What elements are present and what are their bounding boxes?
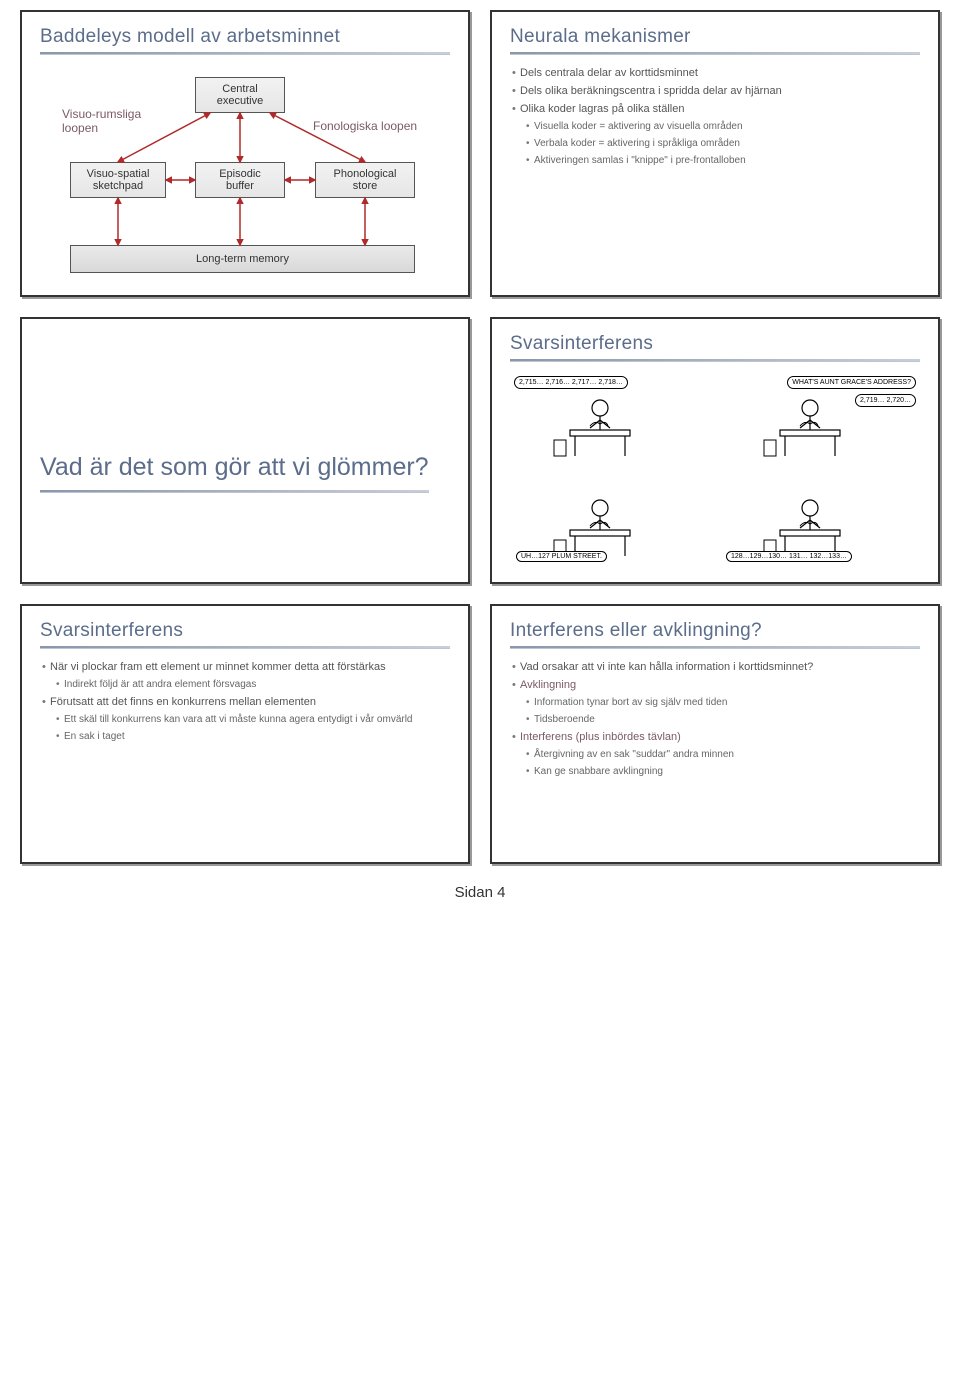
desk-figure-icon	[550, 490, 650, 560]
bullet-item: Aktiveringen samlas i "knippe" i pre-fro…	[526, 155, 920, 166]
bullet-item: Återgivning av en sak "suddar" andra min…	[526, 749, 920, 760]
cartoon-grid: 2,715… 2,716… 2,717… 2,718… WHAT'S AUNT …	[510, 374, 920, 564]
slide-neurala: Neurala mekanismer Dels centrala delar a…	[490, 10, 940, 297]
bullet-item: Dels centrala delar av korttidsminnet	[512, 67, 920, 79]
bullet-item: Information tynar bort av sig själv med …	[526, 697, 920, 708]
title-underline	[40, 646, 450, 649]
slide-title: Baddeleys modell av arbetsminnet	[40, 26, 450, 48]
bullet-list: Vad orsakar att vi inte kan hålla inform…	[512, 661, 920, 777]
baddeley-diagram: Visuo-rumsliga loopen Fonologiska loopen…	[40, 67, 450, 277]
bullet-item: Visuella koder = aktivering av visuella …	[526, 121, 920, 132]
panel-caption: 128…129…130… 131… 132…133…	[726, 551, 852, 562]
title-underline	[510, 646, 920, 649]
bullet-item: Interferens (plus inbördes tävlan)	[512, 731, 920, 743]
cartoon-panel: WHAT'S AUNT GRACE'S ADDRESS? 2,719… 2,720…	[720, 374, 920, 464]
slide-title: Svarsinterferens	[510, 333, 920, 355]
desk-figure-icon	[550, 390, 650, 460]
cartoon-panel: 128…129…130… 131… 132…133…	[720, 474, 920, 564]
label-phon-loop: Fonologiska loopen	[313, 119, 417, 133]
row-3: Svarsinterferens När vi plockar fram ett…	[20, 604, 940, 864]
panel-caption: UH…127 PLUM STREET.	[516, 551, 607, 562]
slide-svarsinterferens-text: Svarsinterferens När vi plockar fram ett…	[20, 604, 470, 864]
box-sketchpad: Visuo-spatial sketchpad	[70, 162, 166, 198]
slide-interferens: Interferens eller avklingning? Vad orsak…	[490, 604, 940, 864]
bullet-item: Verbala koder = aktivering i språkliga o…	[526, 138, 920, 149]
big-title: Vad är det som gör att vi glömmer?	[40, 452, 429, 483]
box-episodic-buffer: Episodic buffer	[195, 162, 285, 198]
cartoon-panel: 2,715… 2,716… 2,717… 2,718…	[510, 374, 710, 464]
speech-bubble: WHAT'S AUNT GRACE'S ADDRESS?	[787, 376, 916, 389]
title-underline	[40, 52, 450, 55]
bullet-item: När vi plockar fram ett element ur minne…	[42, 661, 450, 673]
bullet-item: Indirekt följd är att andra element förs…	[56, 679, 450, 690]
cartoon-panel: UH…127 PLUM STREET.	[510, 474, 710, 564]
slide-cartoon: Svarsinterferens 2,715… 2,716… 2,717… 2,…	[490, 317, 940, 584]
desk-figure-icon	[760, 390, 860, 460]
box-central-executive: Central executive	[195, 77, 285, 113]
bullet-list: När vi plockar fram ett element ur minne…	[42, 661, 450, 742]
row-2: Vad är det som gör att vi glömmer? Svars…	[20, 317, 940, 584]
slide-title: Neurala mekanismer	[510, 26, 920, 48]
bullet-item: Tidsberoende	[526, 714, 920, 725]
box-phonological-store: Phonological store	[315, 162, 415, 198]
bullet-item: Kan ge snabbare avklingning	[526, 766, 920, 777]
bullet-item: Vad orsakar att vi inte kan hålla inform…	[512, 661, 920, 673]
bullet-item: En sak i taget	[56, 731, 450, 742]
slide-title: Svarsinterferens	[40, 620, 450, 642]
big-title-wrap: Vad är det som gör att vi glömmer?	[40, 333, 429, 564]
title-underline	[510, 359, 920, 362]
bullet-item: Förutsatt att det finns en konkurrens me…	[42, 696, 450, 708]
slide-title: Interferens eller avklingning?	[510, 620, 920, 642]
label-visuo-loop: Visuo-rumsliga loopen	[62, 107, 141, 136]
page-footer: Sidan 4	[20, 884, 940, 901]
slide-question: Vad är det som gör att vi glömmer?	[20, 317, 470, 584]
title-underline	[510, 52, 920, 55]
bullet-item: Ett skäl till konkurrens kan vara att vi…	[56, 714, 450, 725]
desk-figure-icon	[760, 490, 860, 560]
speech-bubble: 2,715… 2,716… 2,717… 2,718…	[514, 376, 628, 389]
thought-bubble: 2,719… 2,720…	[855, 394, 916, 407]
bullet-item: Avklingning	[512, 679, 920, 691]
bullet-list: Dels centrala delar av korttidsminnet Del…	[512, 67, 920, 166]
bullet-item: Dels olika beräkningscentra i spridda de…	[512, 85, 920, 97]
slide-baddeley: Baddeleys modell av arbetsminnet Visuo-r…	[20, 10, 470, 297]
bullet-item: Olika koder lagras på olika ställen	[512, 103, 920, 115]
row-1: Baddeleys modell av arbetsminnet Visuo-r…	[20, 10, 940, 297]
box-long-term-memory: Long-term memory	[70, 245, 415, 273]
title-underline	[40, 490, 429, 493]
